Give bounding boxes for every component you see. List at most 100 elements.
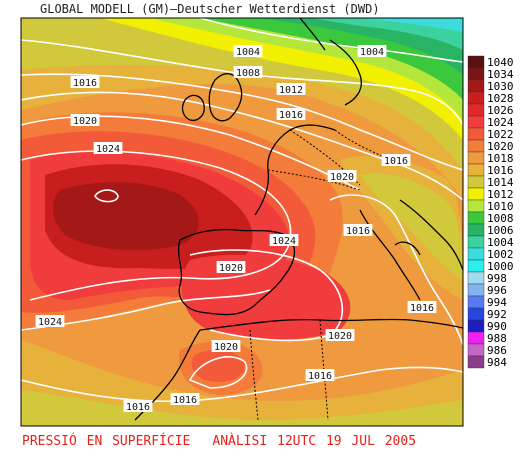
isobar-label-bg [123,400,153,412]
isobar-label-1016: 1016 [410,303,434,314]
isobar-1008 [21,39,463,126]
legend-swatch-1010 [467,199,485,213]
legend-swatch-1040 [467,55,485,69]
legend-swatch-1018 [467,151,485,165]
iberia-coast [177,228,296,316]
isobar-label-bg [276,108,306,120]
legend-swatch-1026 [467,103,485,117]
isobar-label-bg [343,224,373,236]
legend-label-1010: 1010 [487,200,514,213]
isobar-label-1016: 1016 [346,226,370,237]
isobar-label-1020: 1020 [73,116,97,127]
legend-label-1000: 1000 [487,260,514,273]
baltic-coast [329,39,362,106]
isobar-label-1008: 1008 [236,68,260,79]
legend-swatch-1002 [467,247,485,261]
isobar-label-1024: 1024 [96,144,120,155]
isobar-labels: 1004 1004 1008 1012 1016 1016 1020 1024 1016 1020… [35,45,437,413]
isobar-label-1012: 1012 [279,85,303,96]
legend-label-1016: 1016 [487,164,514,177]
isobar-label-bg [407,301,437,313]
legend-label-984: 984 [487,356,507,369]
isobar-1016-south [21,366,463,403]
isobar-label-1020: 1020 [330,172,354,183]
legend-label-1014: 1014 [487,176,514,189]
legend-swatch-1016 [467,163,485,177]
legend-swatch-1006 [467,223,485,237]
legend-swatch-1014 [467,175,485,189]
isobar-label-1024: 1024 [272,236,296,247]
legend-label-1028: 1028 [487,92,514,105]
legend-label-1040: 1040 [487,56,514,69]
legend-label-1034: 1034 [487,68,514,81]
isobar-label-1020: 1020 [328,331,352,342]
legend-swatch-998 [467,271,485,285]
isobar-label-1016: 1016 [126,402,150,413]
legend-swatch-988 [467,331,485,345]
legend-swatch-990 [467,319,485,333]
legend-label-1024: 1024 [487,116,514,129]
isobar-label-1004: 1004 [236,47,260,58]
ireland-coast [181,94,205,121]
isobar-label-1016: 1016 [384,156,408,167]
isobar-label-bg [93,142,123,154]
legend-swatch-984 [467,355,485,369]
legend-label-1004: 1004 [487,236,514,249]
isobar-label-bg [305,369,335,381]
isobar-label-1016: 1016 [308,371,332,382]
legend-label-1022: 1022 [487,128,514,141]
legend-label-996: 996 [487,284,507,297]
isobar-1020-africa [188,356,248,389]
caption-analysis: ANÀLISI 12UTC 19 JUL 2005 [212,434,417,449]
legend-swatch-992 [467,307,485,321]
isobar-label-bg [327,170,357,182]
isobar-label-1016: 1016 [73,78,97,89]
isobar-1028-cell [94,189,119,203]
legend-label-988: 988 [487,332,507,345]
isobar-label-1020: 1020 [214,342,238,353]
isobar-label-bg [381,154,411,166]
legend-swatch-1034 [467,67,485,81]
isobar-label-bg [70,76,100,88]
isobar-label-bg [70,114,100,126]
legend-swatch-996 [467,283,485,297]
legend-label-1030: 1030 [487,80,514,93]
isobar-label-bg [269,234,299,246]
isobar-1012 [21,73,463,171]
isobar-label-1020: 1020 [219,263,243,274]
isobar-label-bg [233,45,263,57]
legend-swatch-1012 [467,187,485,201]
legend-label-1012: 1012 [487,188,514,201]
legend-label-986: 986 [487,344,507,357]
isobar-label-bg [276,83,306,95]
isobar-1020-iberia [189,249,344,342]
isobar-label-bg [211,340,241,352]
isobar-label-bg [325,329,355,341]
isobar-label-1016: 1016 [279,110,303,121]
map-caption: PRESSIÓ EN SUPERFÍCIE ANÀLISI 12UTC 19 JU… [22,434,416,449]
balkan-coast [399,199,463,271]
legend-swatch-1022 [467,127,485,141]
legend-label-998: 998 [487,272,507,285]
legend-label-1026: 1026 [487,104,514,117]
isobar-label-1016: 1016 [173,395,197,406]
legend-swatch-1000 [467,259,485,273]
legend-swatch-1004 [467,235,485,249]
isobar-label-bg [170,393,200,405]
legend-swatch-1030 [467,79,485,93]
legend-label-1020: 1020 [487,140,514,153]
legend-label-992: 992 [487,308,507,321]
legend-swatch-994 [467,295,485,309]
map-frame [20,17,464,427]
legend: 1040103410301028102610241022102010181016… [467,55,514,369]
legend-swatch-1028 [467,91,485,105]
map-title: GLOBAL MODELL (GM)—Deutscher Wetterdiens… [40,2,380,16]
legend-label-990: 990 [487,320,507,333]
isobar-1016-east [329,194,463,346]
france-coast [254,124,336,216]
legend-swatch-1020 [467,139,485,153]
isobar-label-1004: 1004 [360,47,384,58]
legend-label-1018: 1018 [487,152,514,165]
legend-swatch-986 [467,343,485,357]
